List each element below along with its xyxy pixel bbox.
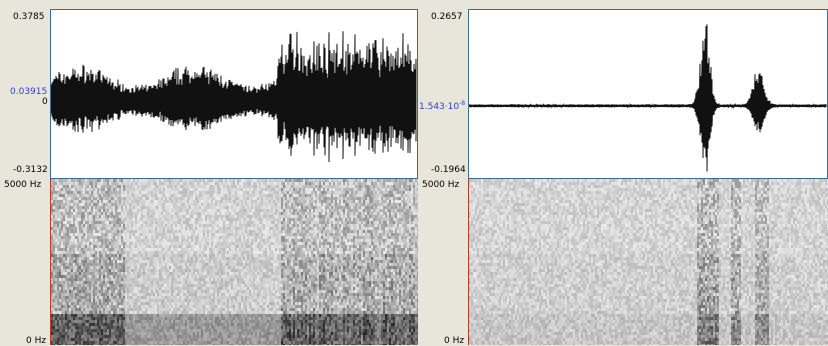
left-spectrogram-image bbox=[51, 179, 418, 345]
right-wave-cursor-value: 1.543·10-8 bbox=[419, 99, 465, 112]
right-wave-cursor-exponent: -8 bbox=[459, 100, 465, 107]
left-spectrogram-panel[interactable] bbox=[50, 179, 418, 345]
right-sound-view: 0.2657 1.543·10-8 -0.1964 5000 Hz 0 Hz bbox=[418, 0, 828, 346]
left-wave-ymax: 0.3785 bbox=[13, 12, 45, 22]
left-axis-gutter bbox=[0, 0, 50, 345]
left-sound-view: 0.3785 0.03915 0 -0.3132 5000 Hz 0 Hz bbox=[0, 0, 418, 346]
right-axis-gutter bbox=[418, 0, 468, 345]
left-spec-fmin: 0 Hz bbox=[26, 336, 46, 346]
left-waveform-trace bbox=[51, 31, 417, 163]
left-spec-fmax: 5000 Hz bbox=[4, 180, 41, 190]
left-wave-cursor-value: 0.03915 bbox=[10, 87, 47, 97]
right-wave-ymin: -0.1964 bbox=[431, 165, 466, 175]
right-spectrogram-image bbox=[469, 179, 828, 345]
right-waveform-trace bbox=[469, 24, 827, 172]
left-waveform-panel[interactable] bbox=[50, 9, 418, 179]
right-wave-ymax: 0.2657 bbox=[431, 12, 463, 22]
left-wave-zero: 0 bbox=[42, 97, 48, 107]
left-wave-ymin: -0.3132 bbox=[13, 165, 48, 175]
right-spec-fmax: 5000 Hz bbox=[422, 180, 459, 190]
right-spectrogram-panel[interactable] bbox=[468, 179, 828, 345]
right-wave-cursor-mantissa: 1.543·10 bbox=[419, 102, 459, 112]
right-waveform-panel[interactable] bbox=[468, 9, 828, 179]
right-spec-fmin: 0 Hz bbox=[444, 336, 464, 346]
